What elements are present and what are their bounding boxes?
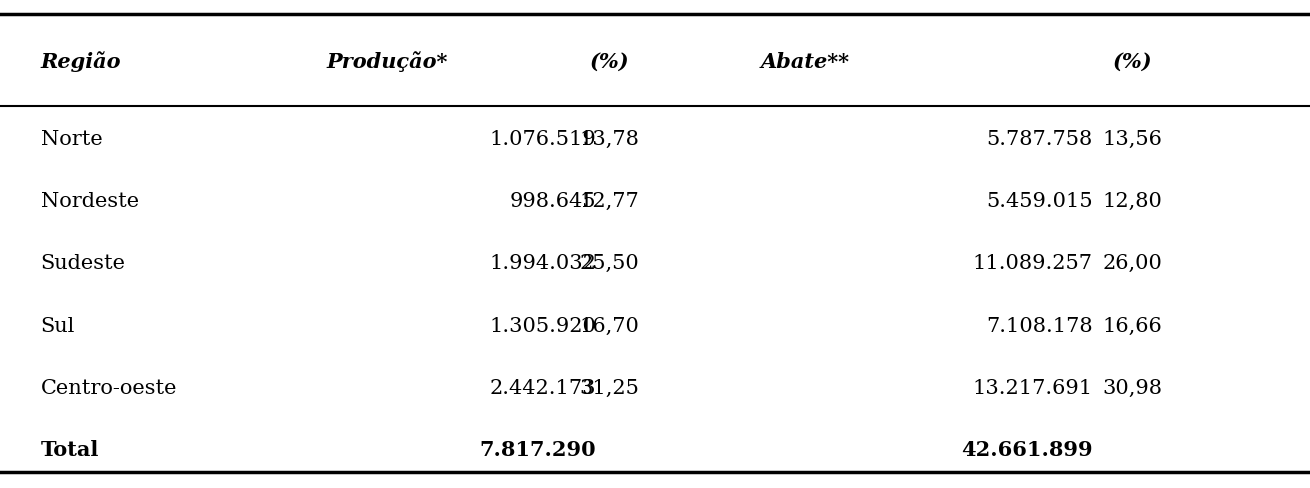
Text: 998.645: 998.645 — [510, 192, 596, 211]
Text: (%): (%) — [590, 52, 629, 72]
Text: Região: Região — [41, 52, 121, 72]
Text: 42.661.899: 42.661.899 — [962, 440, 1093, 460]
Text: Abate**: Abate** — [761, 52, 850, 72]
Text: 7.108.178: 7.108.178 — [986, 317, 1093, 336]
Text: 13.217.691: 13.217.691 — [973, 379, 1093, 398]
Text: 1.076.519: 1.076.519 — [490, 130, 596, 149]
Text: Sudeste: Sudeste — [41, 254, 126, 273]
Text: 1.305.920: 1.305.920 — [490, 317, 596, 336]
Text: Produção*: Produção* — [326, 52, 448, 72]
Text: 12,80: 12,80 — [1102, 192, 1162, 211]
Text: 26,00: 26,00 — [1102, 254, 1162, 273]
Text: 7.817.290: 7.817.290 — [479, 440, 596, 460]
Text: 31,25: 31,25 — [579, 379, 639, 398]
Text: 1.994.032: 1.994.032 — [490, 254, 596, 273]
Text: 16,66: 16,66 — [1102, 317, 1162, 336]
Text: 25,50: 25,50 — [579, 254, 639, 273]
Text: 5.787.758: 5.787.758 — [986, 130, 1093, 149]
Text: 12,77: 12,77 — [579, 192, 639, 211]
Text: Sul: Sul — [41, 317, 75, 336]
Text: 13,78: 13,78 — [579, 130, 639, 149]
Text: 30,98: 30,98 — [1102, 379, 1162, 398]
Text: Total: Total — [41, 440, 100, 460]
Text: 13,56: 13,56 — [1102, 130, 1162, 149]
Text: 16,70: 16,70 — [579, 317, 639, 336]
Text: 2.442.173: 2.442.173 — [490, 379, 596, 398]
Text: Centro-oeste: Centro-oeste — [41, 379, 177, 398]
Text: Norte: Norte — [41, 130, 102, 149]
Text: 5.459.015: 5.459.015 — [986, 192, 1093, 211]
Text: 11.089.257: 11.089.257 — [973, 254, 1093, 273]
Text: Nordeste: Nordeste — [41, 192, 139, 211]
Text: (%): (%) — [1112, 52, 1151, 72]
